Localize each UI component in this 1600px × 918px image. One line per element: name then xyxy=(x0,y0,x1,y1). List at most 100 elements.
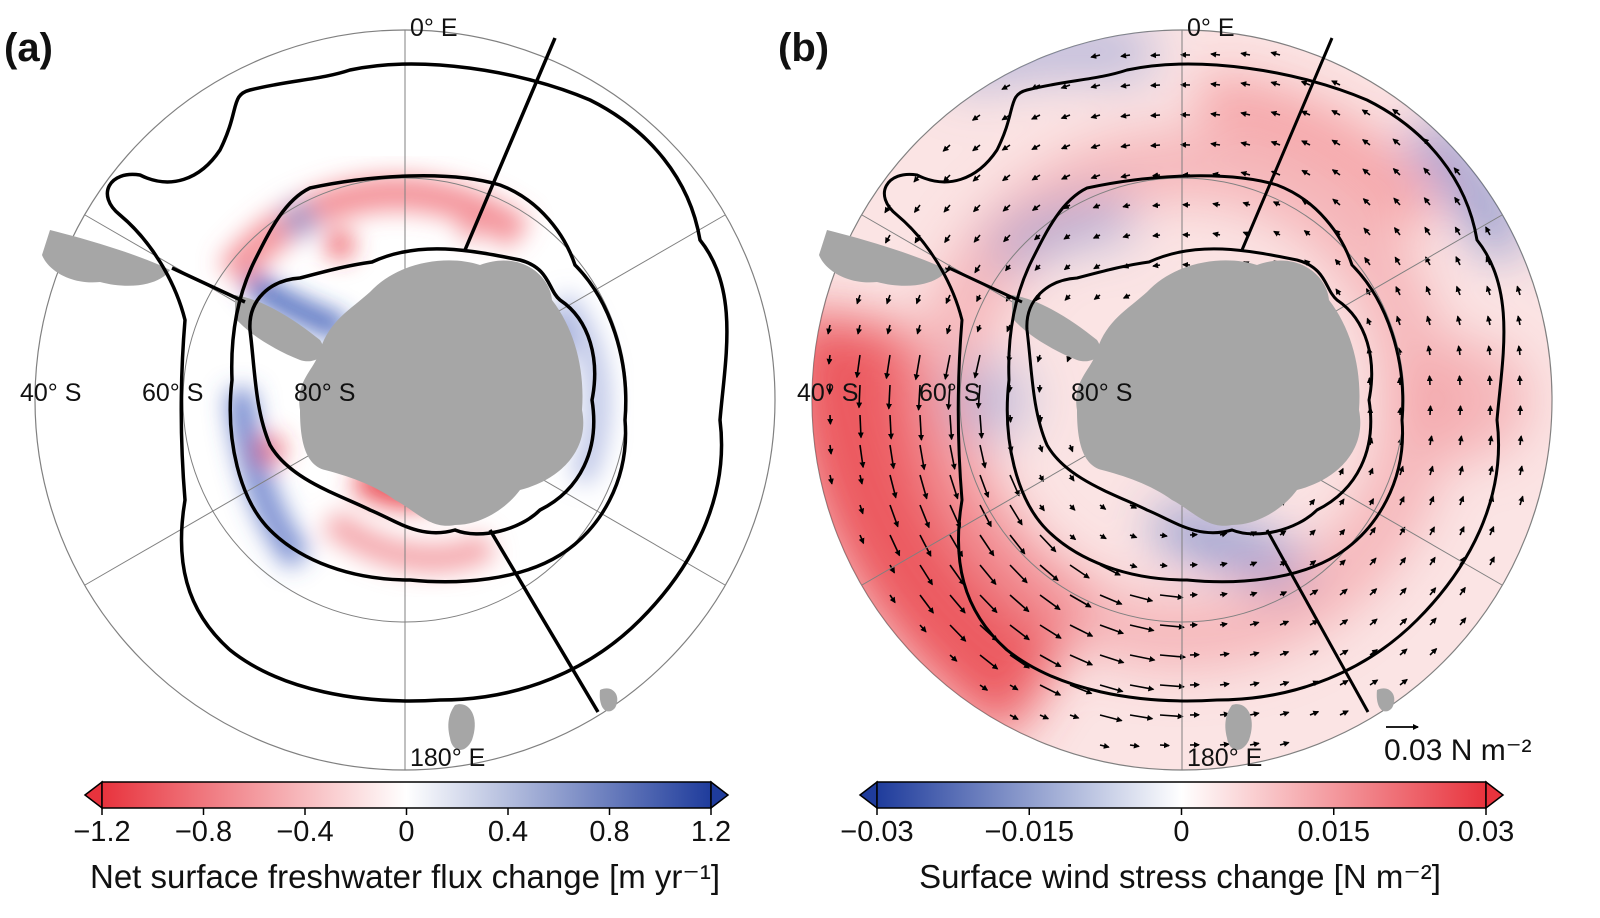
wind-vector xyxy=(1339,588,1348,596)
panel-b-outer-contour xyxy=(883,62,1506,703)
wind-vector xyxy=(1039,594,1061,611)
wind-vector xyxy=(1485,285,1492,296)
wind-vector xyxy=(1279,740,1290,747)
wind-vector xyxy=(856,324,863,335)
panel-b-colorbar-min-extend xyxy=(858,780,878,810)
wind-vector xyxy=(949,444,957,470)
wind-vector xyxy=(975,384,982,409)
panel-a-outer-contour xyxy=(105,62,729,703)
wind-vector xyxy=(1367,437,1374,446)
panel-a-middle-contour xyxy=(228,174,628,584)
panel-a-section-line-2 xyxy=(171,266,246,304)
wind-vector xyxy=(1122,232,1131,239)
wind-vector xyxy=(1099,654,1125,664)
wind-vector xyxy=(1395,315,1402,326)
wind-vector xyxy=(948,414,955,441)
wind-vector xyxy=(979,594,998,614)
panel-a-colorbar-min-extend xyxy=(83,780,103,810)
wind-vector xyxy=(1039,684,1062,696)
wind-vector xyxy=(1006,324,1012,333)
wind-vector xyxy=(1429,556,1436,566)
wind-vector xyxy=(859,444,866,469)
wind-vector xyxy=(1039,534,1057,553)
panel-b-colorbar-max-extend xyxy=(1485,780,1505,810)
wind-vector xyxy=(1455,255,1461,266)
wind-vector xyxy=(1454,226,1461,236)
wind-vector xyxy=(972,174,981,182)
wind-vector xyxy=(1099,594,1123,605)
wind-vector xyxy=(919,564,933,586)
wind-vector xyxy=(1159,653,1187,660)
wind-vector xyxy=(826,324,833,335)
wind-vector xyxy=(1039,654,1062,668)
wind-vector xyxy=(1090,53,1101,59)
wind-vector xyxy=(1369,649,1379,656)
wind-vector xyxy=(1099,624,1125,635)
wind-vector xyxy=(1309,710,1320,717)
wind-vector xyxy=(1458,495,1465,506)
wind-vector xyxy=(1099,533,1107,540)
wind-vector xyxy=(1069,504,1076,511)
panel-b-colorbar-tick: −0.03 xyxy=(840,816,914,848)
wind-vector xyxy=(1009,654,1030,669)
wind-vector xyxy=(1392,168,1401,176)
wind-vector xyxy=(919,594,934,614)
wind-vector xyxy=(913,354,921,381)
wind-vector xyxy=(1249,711,1260,718)
wind-vector xyxy=(1210,81,1221,88)
wind-vector xyxy=(971,114,981,121)
wind-vector xyxy=(1099,743,1110,749)
wind-vector xyxy=(1090,83,1101,89)
wind-vector xyxy=(1369,679,1379,686)
wind-vector xyxy=(949,474,959,500)
wind-vector xyxy=(889,444,896,470)
panel-b-lat-40-label: 40° S xyxy=(797,379,859,407)
wind-vector xyxy=(1369,557,1377,566)
wind-vector xyxy=(1453,167,1461,176)
wind-vector xyxy=(1093,263,1101,270)
wind-vector xyxy=(1150,112,1161,119)
wind-vector xyxy=(1009,684,1019,691)
wind-vector xyxy=(1517,465,1524,476)
wind-vector xyxy=(1034,264,1041,271)
wind-vector xyxy=(1366,317,1373,326)
wind-vector xyxy=(944,234,951,244)
panel-a-colorbar-bar xyxy=(101,781,712,809)
panel-a-label: (a) xyxy=(4,26,53,70)
wind-vector xyxy=(1001,144,1011,151)
wind-vector xyxy=(1129,742,1140,749)
wind-vector xyxy=(1393,197,1401,206)
wind-vector xyxy=(1037,414,1044,423)
wind-vector xyxy=(1039,624,1062,639)
wind-vector xyxy=(1331,139,1341,146)
wind-vector xyxy=(1394,256,1401,266)
wind-vector xyxy=(1038,504,1045,512)
panel-a-south-america xyxy=(42,230,170,286)
wind-vector xyxy=(1063,203,1071,210)
wind-vector xyxy=(1392,138,1401,146)
wind-vector xyxy=(885,294,892,305)
wind-vector xyxy=(1068,474,1075,482)
wind-vector xyxy=(889,594,896,604)
wind-vector xyxy=(1279,710,1290,717)
wind-vector xyxy=(1090,143,1101,150)
wind-vector xyxy=(1399,618,1408,626)
wind-vector xyxy=(949,564,965,586)
wind-vector xyxy=(1061,174,1071,180)
wind-vector xyxy=(1120,52,1131,59)
wind-vector xyxy=(1240,141,1251,147)
wind-vector xyxy=(1099,714,1123,723)
wind-vector xyxy=(1361,139,1371,146)
wind-vector xyxy=(1338,528,1346,536)
wind-vector xyxy=(1454,196,1461,206)
wind-vector xyxy=(1488,465,1494,476)
panel-b-south-america xyxy=(819,230,947,286)
wind-vector xyxy=(1006,384,1013,393)
wind-vector xyxy=(1279,650,1290,657)
wind-vector xyxy=(1459,525,1465,536)
panel-a-antarctic-peninsula xyxy=(235,295,324,362)
panel-b-colorbar-tick: −0.015 xyxy=(984,816,1075,848)
wind-vector xyxy=(1122,202,1131,209)
wind-vector xyxy=(919,474,929,500)
wind-vector xyxy=(1301,169,1311,176)
